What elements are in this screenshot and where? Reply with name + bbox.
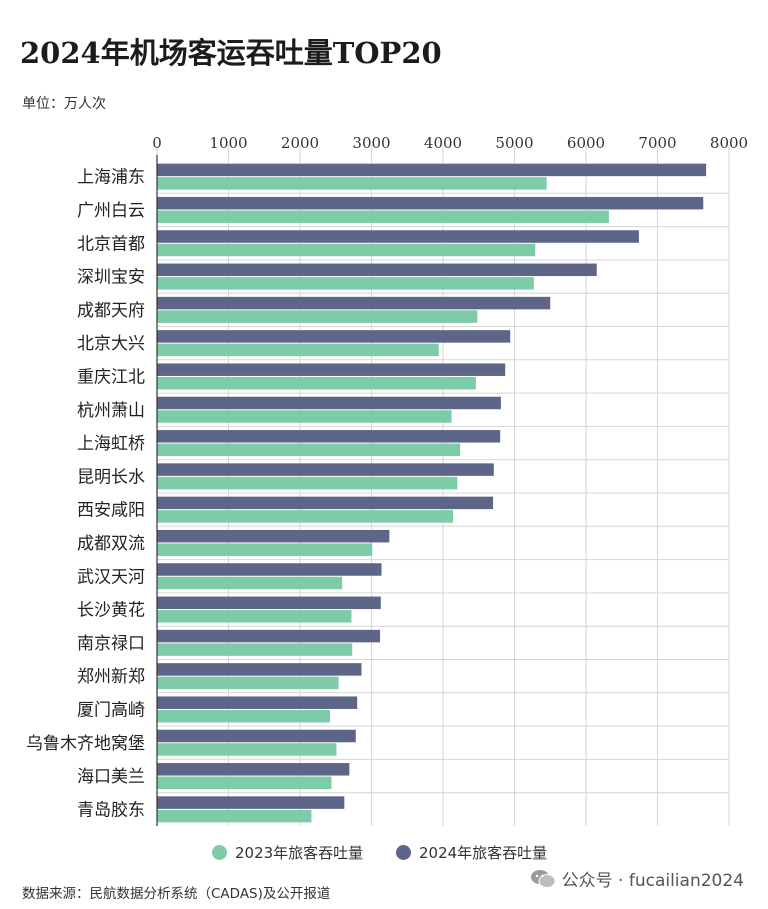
x-tick-label: 3000 (352, 134, 390, 152)
bar-2024 (157, 729, 356, 743)
category-label: 武汉天河 (77, 567, 145, 587)
category-label: 杭州萧山 (77, 401, 145, 421)
category-label: 上海虹桥 (77, 434, 145, 454)
category-label: 南京禄口 (77, 634, 145, 654)
category-label: 长沙黄花 (77, 601, 145, 621)
bar-2023 (157, 743, 337, 756)
bar-2023 (157, 343, 439, 357)
wechat-icon (530, 869, 556, 889)
x-tick-label: 7000 (638, 134, 676, 152)
data-source: 数据来源：民航数据分析系统（CADAS)及公开报道 (22, 886, 331, 902)
category-label: 重庆江北 (77, 367, 145, 387)
category-label: 海口美兰 (77, 767, 145, 787)
bar-2023 (157, 643, 353, 656)
bar-2024 (157, 430, 501, 443)
x-tick-label: 1000 (209, 134, 247, 152)
category-label: 乌鲁木齐地窝堡 (26, 734, 145, 754)
bar-2023 (157, 709, 331, 723)
bar-2024 (157, 230, 639, 243)
x-tick-label: 2000 (281, 134, 319, 152)
category-label: 厦门高崎 (77, 700, 145, 720)
category-label: 西安咸阳 (77, 501, 145, 521)
bar-2023 (157, 210, 609, 223)
legend-label-2023: 2023年旅客吞吐量 (235, 844, 364, 862)
bar-2023 (157, 310, 478, 323)
wechat-account: 公众号 · fucailian2024 (530, 866, 744, 891)
bar-2023 (157, 543, 373, 556)
bar-2023 (157, 243, 536, 257)
bar-2023 (157, 809, 312, 823)
category-label: 青岛胶东 (77, 800, 145, 820)
unit-label: 单位：万人次 (22, 96, 106, 112)
category-label: 昆明长水 (77, 467, 145, 487)
bar-2023 (157, 610, 352, 623)
bar-2024 (157, 463, 494, 476)
legend-swatch-2023 (212, 845, 227, 860)
category-label: 郑州新郑 (77, 667, 145, 687)
bar-2024 (157, 796, 345, 809)
bar-2024 (157, 663, 362, 676)
category-label: 成都天府 (77, 301, 145, 321)
category-label: 深圳宝安 (77, 268, 145, 288)
bar-2024 (157, 330, 511, 343)
bar-2023 (157, 676, 339, 690)
bar-2023 (157, 476, 458, 490)
legend: 2023年旅客吞吐量 2024年旅客吞吐量 (0, 842, 768, 866)
bar-2023 (157, 277, 534, 290)
bar-2024 (157, 363, 506, 376)
legend-swatch-2024 (396, 845, 411, 860)
bar-2023 (157, 510, 454, 523)
bar-2024 (157, 763, 350, 776)
bar-2024 (157, 563, 382, 576)
bar-2024 (157, 496, 494, 510)
x-tick-label: 5000 (495, 134, 533, 152)
wechat-label: 公众号 · fucailian2024 (561, 871, 744, 891)
x-tick-label: 4000 (424, 134, 462, 152)
bar-2024 (157, 163, 707, 177)
legend-label-2024: 2024年旅客吞吐量 (419, 844, 548, 862)
bar-2023 (157, 177, 547, 190)
category-label: 广州白云 (77, 201, 145, 221)
bar-2023 (157, 410, 452, 423)
bar-2024 (157, 629, 381, 643)
bar-2024 (157, 263, 597, 277)
category-label: 成都双流 (77, 534, 145, 554)
bar-2023 (157, 576, 343, 590)
category-label: 北京首都 (77, 234, 145, 254)
legend-item-2023: 2023年旅客吞吐量 (212, 842, 363, 863)
chart-title: 2024年机场客运吞吐量TOP20 (20, 36, 442, 70)
bar-2024 (157, 696, 358, 709)
bar-2023 (157, 376, 476, 390)
category-label: 北京大兴 (77, 334, 145, 354)
bar-2024 (157, 396, 501, 410)
x-tick-label: 6000 (567, 134, 605, 152)
bar-2024 (157, 196, 704, 210)
legend-item-2024: 2024年旅客吞吐量 (396, 842, 547, 863)
category-label: 上海浦东 (77, 168, 145, 188)
bar-2024 (157, 529, 390, 543)
bar-2024 (157, 296, 551, 310)
bar-2024 (157, 596, 381, 610)
bar-2023 (157, 443, 461, 457)
bar-2023 (157, 776, 332, 790)
x-tick-label: 0 (152, 134, 162, 152)
x-tick-label: 8000 (710, 134, 748, 152)
